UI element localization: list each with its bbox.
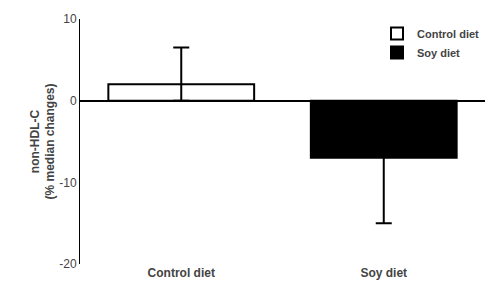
- svg-text:10: 10: [63, 12, 77, 26]
- svg-text:Control diet: Control diet: [417, 28, 479, 40]
- svg-text:Soy diet: Soy diet: [417, 47, 460, 59]
- svg-text:-10: -10: [59, 176, 77, 190]
- svg-text:non-HDL-C(% median changes): non-HDL-C(% median changes): [28, 83, 58, 199]
- svg-text:Soy diet: Soy diet: [360, 266, 407, 280]
- svg-text:Control diet: Control diet: [148, 266, 215, 280]
- svg-text:0: 0: [70, 94, 77, 108]
- svg-text:-20: -20: [59, 257, 77, 271]
